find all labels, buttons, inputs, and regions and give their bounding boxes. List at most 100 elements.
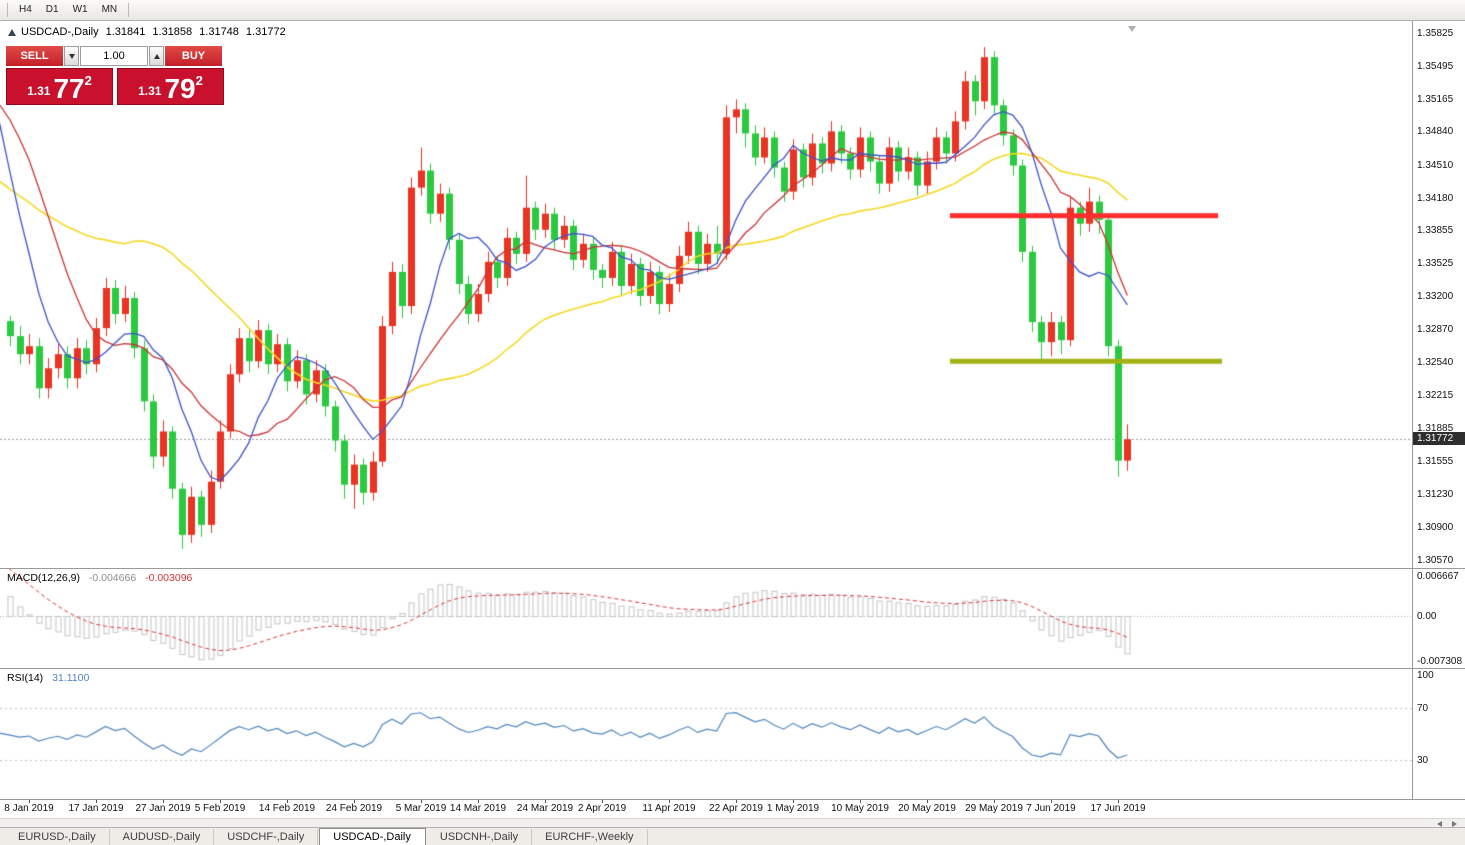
sell-button[interactable]: SELL xyxy=(6,46,63,66)
time-axis-label: 27 Jan 2019 xyxy=(135,803,191,814)
time-axis-tick xyxy=(736,800,737,803)
time-axis-label: 24 Mar 2019 xyxy=(516,803,574,814)
time-axis-tick xyxy=(287,800,288,803)
volume-increase-icon xyxy=(153,53,160,59)
price-scale-label: 1.31885 xyxy=(1417,423,1454,434)
time-axis-tick xyxy=(1051,800,1052,803)
sell-price-point: 2 xyxy=(84,73,92,88)
horizontal-scrollbar[interactable] xyxy=(0,818,1465,827)
rsi-label: RSI(14) 31.1100 xyxy=(7,672,89,684)
current-price-badge: 1.31772 xyxy=(1413,432,1465,445)
price-scale-label: 1.31230 xyxy=(1417,489,1454,500)
time-axis-tick xyxy=(793,800,794,803)
time-axis-label: 17 Jun 2019 xyxy=(1090,803,1146,814)
price-scale-label: 1.30900 xyxy=(1417,522,1454,533)
time-axis-tick xyxy=(545,800,546,803)
time-axis-label: 8 Jan 2019 xyxy=(4,803,54,814)
toolbar-group-separator xyxy=(7,3,8,17)
pane-splitter-rsi[interactable] xyxy=(0,668,1465,669)
timeframe-button-d1[interactable]: D1 xyxy=(45,4,59,15)
trade-controls-row: SELL BUY xyxy=(6,46,226,66)
time-axis-label: 17 Jan 2019 xyxy=(68,803,124,814)
macd-scale-zero: 0.00 xyxy=(1417,611,1437,622)
tab-eurusd-daily[interactable]: EURUSD-,Daily xyxy=(5,828,110,845)
tab-usdchf-daily[interactable]: USDCHF-,Daily xyxy=(214,828,319,845)
price-scale-label: 1.32870 xyxy=(1417,324,1454,335)
macd-scale-max: 0.006667 xyxy=(1417,571,1459,582)
time-axis-tick xyxy=(421,800,422,803)
price-scale-label: 1.32540 xyxy=(1417,357,1454,368)
price-scale-label: 1.35165 xyxy=(1417,94,1454,105)
price-scale[interactable]: 1.35825 1.35495 1.35165 1.34840 1.34510 1.341… xyxy=(1413,0,1465,800)
chart-symbol-icon xyxy=(8,28,16,36)
time-axis-tick xyxy=(860,800,861,803)
time-axis-label: 5 Feb 2019 xyxy=(194,803,246,814)
buy-price-pips: 79 xyxy=(164,73,196,104)
time-axis-label: 2 Apr 2019 xyxy=(577,803,627,814)
time-axis-tick xyxy=(478,800,479,803)
buy-price-panel[interactable]: 1.31 79 2 xyxy=(117,68,224,105)
ohlc-high: 1.31858 xyxy=(152,26,193,38)
macd-indicator-canvas[interactable] xyxy=(0,569,1412,668)
one-click-trading-panel: SELL BUY 1.31 77 2 1.31 79 2 xyxy=(6,46,226,105)
tab-audusd-daily[interactable]: AUDUSD-,Daily xyxy=(110,828,215,845)
scroll-right-button[interactable] xyxy=(1448,819,1461,828)
scroll-right-icon xyxy=(1452,820,1457,827)
price-scale-label: 1.34180 xyxy=(1417,193,1454,204)
timeframe-toolbar: H4 D1 W1 MN xyxy=(0,0,1465,20)
timeframe-button-mn[interactable]: MN xyxy=(101,4,118,15)
pane-splitter-macd[interactable] xyxy=(0,568,1465,569)
rsi-name: RSI(14) xyxy=(7,672,44,684)
time-axis-tick xyxy=(669,800,670,803)
volume-decrease-button[interactable] xyxy=(64,46,79,66)
axis-separator xyxy=(0,799,1465,800)
time-axis-label: 29 May 2019 xyxy=(965,803,1023,814)
sell-price-pips: 77 xyxy=(53,73,85,104)
rsi-indicator-canvas[interactable] xyxy=(0,669,1412,799)
time-axis-label: 24 Feb 2019 xyxy=(325,803,383,814)
toolbar-separator xyxy=(0,20,1465,21)
price-scale-label: 1.32215 xyxy=(1417,390,1454,401)
timeframe-button-w1[interactable]: W1 xyxy=(72,4,88,15)
time-axis-tick xyxy=(994,800,995,803)
price-scale-label: 1.31555 xyxy=(1417,456,1454,467)
volume-input[interactable] xyxy=(80,46,148,66)
price-scale-label: 1.34840 xyxy=(1417,126,1454,137)
time-axis[interactable]: 8 Jan 2019 17 Jan 2019 27 Jan 2019 5 Feb 20… xyxy=(0,800,1412,818)
time-axis-label: 1 May 2019 xyxy=(766,803,820,814)
chart-title: USDCAD-,Daily 1.31841 1.31858 1.31748 1.… xyxy=(8,26,286,38)
time-axis-tick xyxy=(927,800,928,803)
time-axis-tick xyxy=(220,800,221,803)
time-axis-tick xyxy=(29,800,30,803)
tab-usdcad-daily[interactable]: USDCAD-,Daily xyxy=(320,828,425,845)
time-axis-tick xyxy=(602,800,603,803)
ohlc-open: 1.31841 xyxy=(105,26,146,38)
ohlc-low: 1.31748 xyxy=(199,26,239,38)
time-axis-label: 20 May 2019 xyxy=(898,803,956,814)
scroll-left-button[interactable] xyxy=(1433,819,1446,828)
time-axis-label: 7 Jun 2019 xyxy=(1026,803,1076,814)
timeframe-button-h4[interactable]: H4 xyxy=(19,4,32,15)
price-scale-label: 1.33855 xyxy=(1417,225,1454,236)
time-axis-tick xyxy=(1118,800,1119,803)
rsi-scale-100: 100 xyxy=(1417,670,1434,681)
time-axis-tick xyxy=(354,800,355,803)
time-axis-label: 5 Mar 2019 xyxy=(395,803,447,814)
macd-label: MACD(12,26,9) -0.004666 -0.003096 xyxy=(7,572,192,584)
toolbar-group-separator xyxy=(128,3,130,17)
tab-eurchf-weekly[interactable]: EURCHF-,Weekly xyxy=(532,828,648,845)
buy-price-base: 1.31 xyxy=(138,84,162,98)
time-axis-tick xyxy=(96,800,97,803)
price-chart-canvas[interactable] xyxy=(0,21,1412,568)
time-axis-tick xyxy=(163,800,164,803)
price-scale-label: 1.35495 xyxy=(1417,61,1454,72)
volume-increase-button[interactable] xyxy=(149,46,164,66)
buy-button[interactable]: BUY xyxy=(165,46,222,66)
rsi-scale-70: 70 xyxy=(1417,703,1429,714)
sell-price-panel[interactable]: 1.31 77 2 xyxy=(6,68,113,105)
tab-usdcnh-daily[interactable]: USDCNH-,Daily xyxy=(427,828,533,845)
price-scale-label: 1.33525 xyxy=(1417,258,1454,269)
price-scale-border xyxy=(1412,21,1413,799)
rsi-value: 31.1100 xyxy=(52,672,90,684)
price-scale-label: 1.34510 xyxy=(1417,160,1454,171)
